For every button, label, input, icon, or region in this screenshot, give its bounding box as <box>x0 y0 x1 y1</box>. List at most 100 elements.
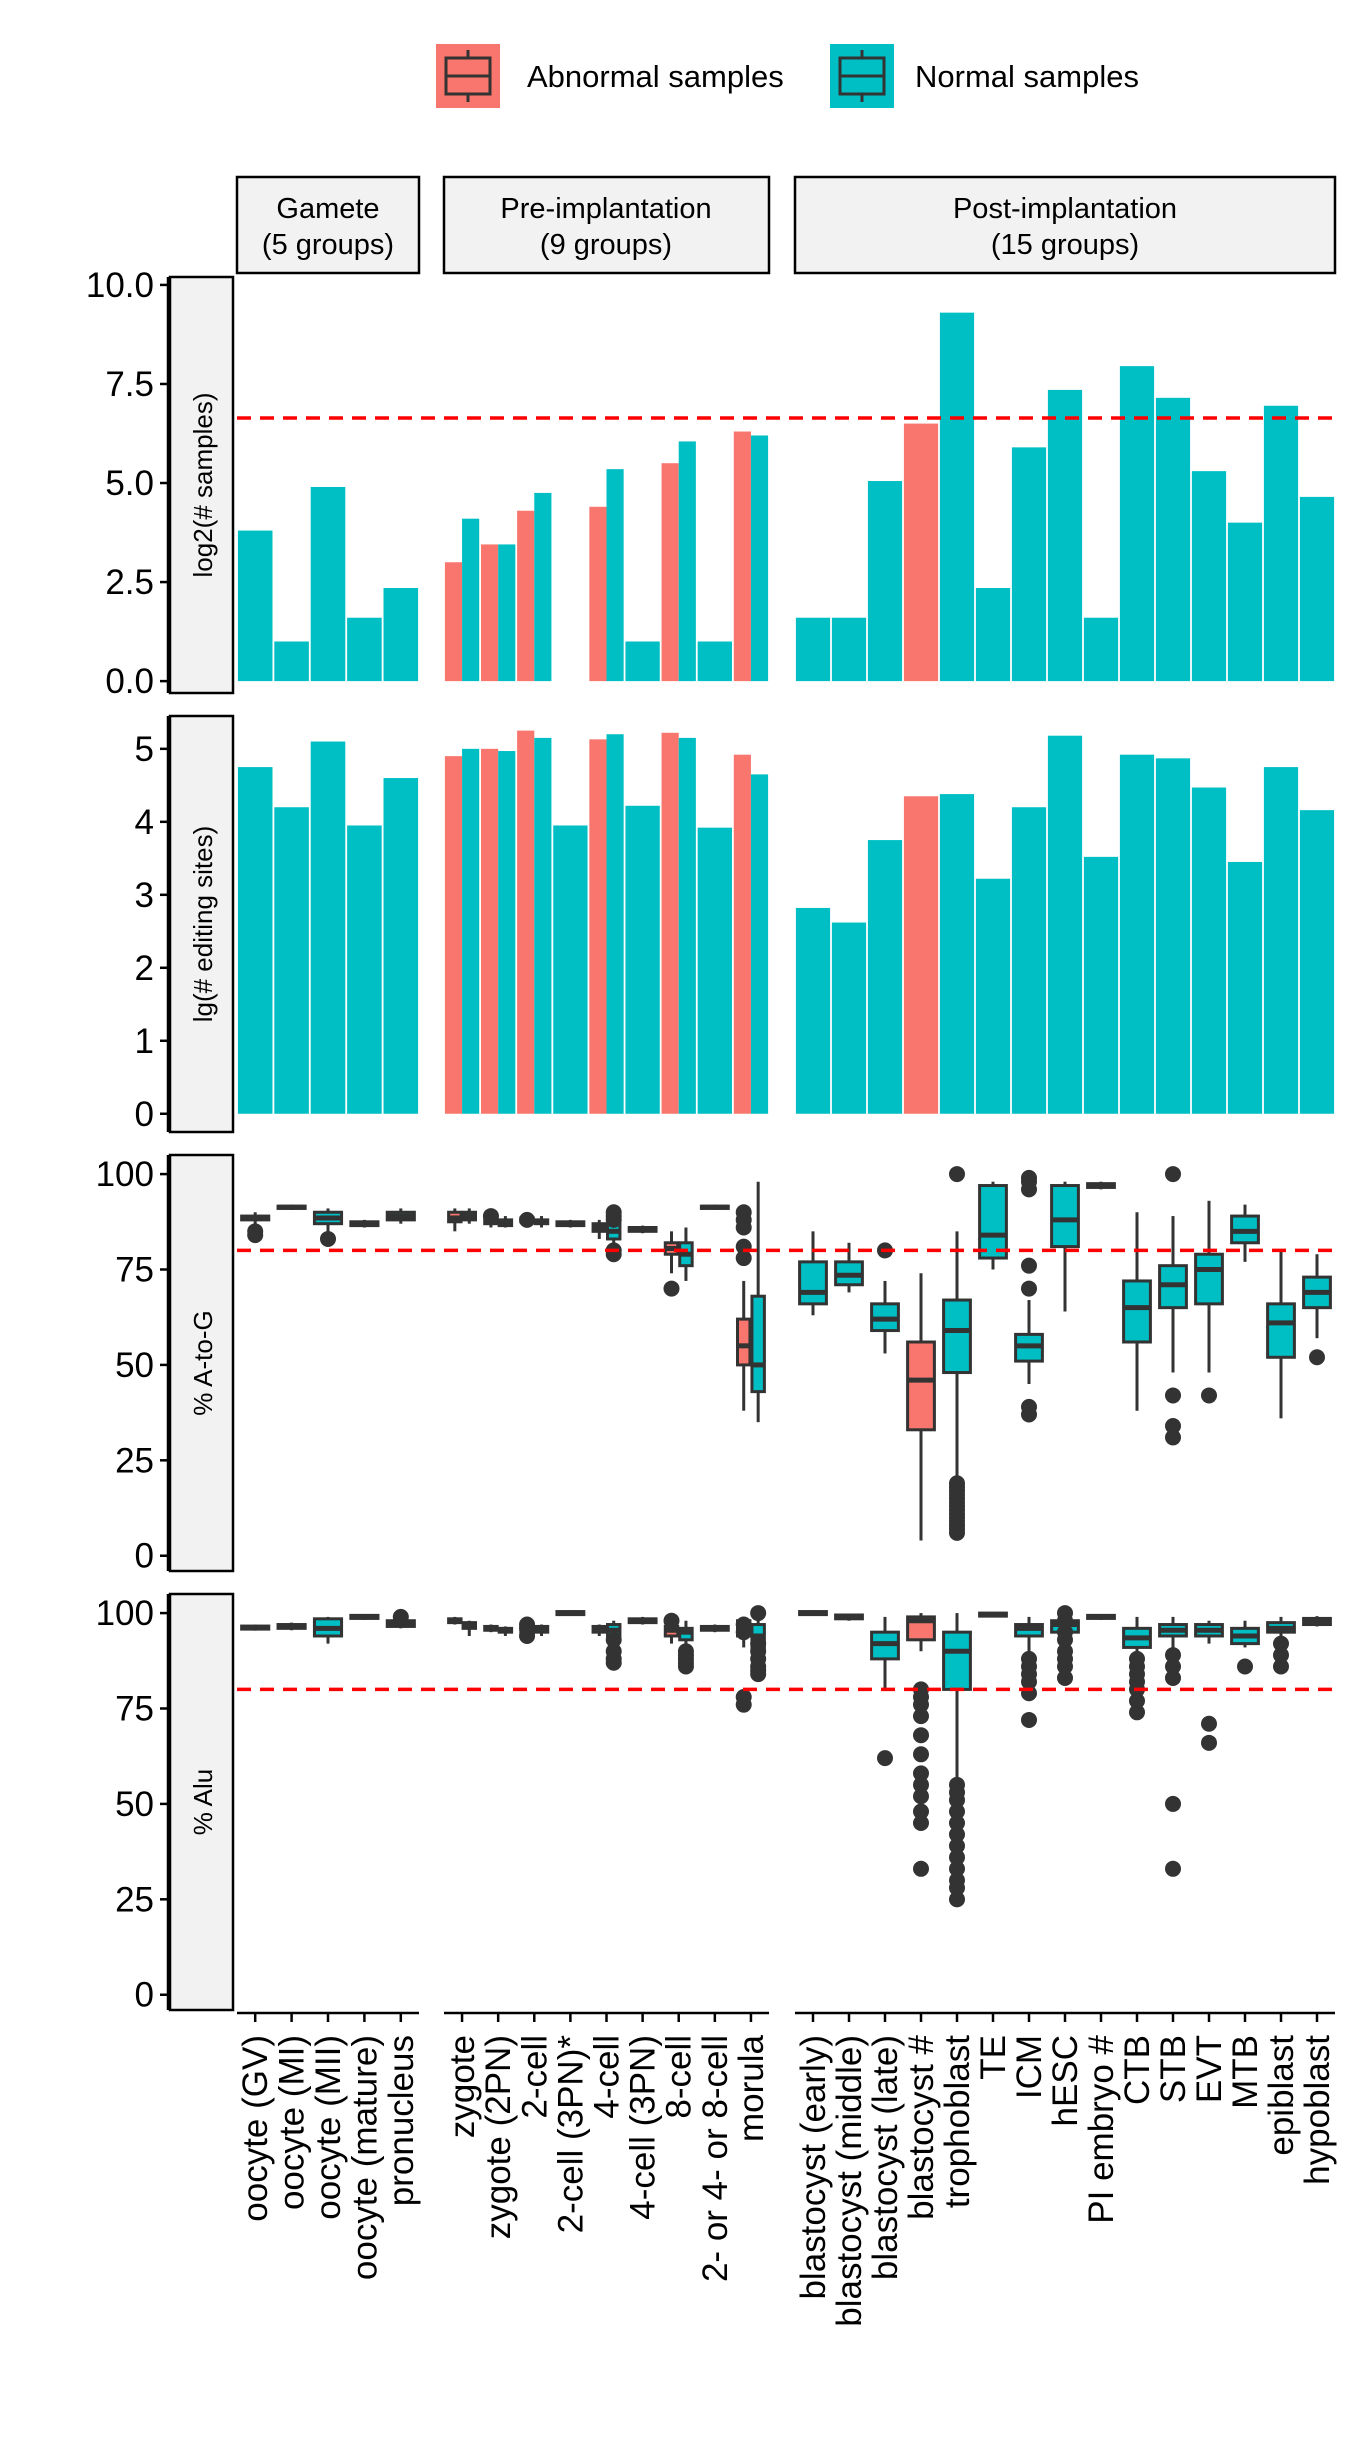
outlier-point <box>1129 1704 1145 1721</box>
box-iqr <box>1050 1184 1080 1249</box>
y-tick-label: 0 <box>135 1537 154 1576</box>
bar-normal <box>1227 522 1263 682</box>
box-normal <box>834 1242 864 1293</box>
outlier-point <box>1165 1387 1181 1404</box>
outlier-point <box>1057 1605 1073 1622</box>
x-tick-label: hESC <box>1046 2035 1085 2126</box>
outlier-point <box>1165 1658 1181 1675</box>
box-normal <box>870 1616 900 1767</box>
box-normal <box>555 1610 586 1617</box>
bar-normal <box>867 481 903 682</box>
bar-abnormal <box>661 732 679 1114</box>
facet-title-pre-implantation: Pre-implantation <box>500 193 711 225</box>
bar-abnormal <box>903 796 939 1114</box>
outlier-point <box>663 1612 680 1629</box>
y-tick-label: 2 <box>135 949 154 988</box>
x-tick-label: 2- or 4- or 8-cell <box>696 2035 735 2282</box>
panel-a-to-g: 0 25 50 75 100 <box>96 1155 1335 1576</box>
outlier-point <box>1057 1669 1073 1686</box>
box-normal <box>978 1611 1008 1618</box>
legend-key-abnormal-box <box>444 50 492 102</box>
bar-abnormal <box>661 463 679 682</box>
legend-label-abnormal: Abnormal samples <box>527 59 784 94</box>
y-tick-label: 0 <box>135 1095 154 1134</box>
box-normal <box>349 1219 380 1228</box>
outlier-point <box>913 1803 929 1820</box>
outlier-point <box>605 1643 622 1660</box>
y-tick-label: 3 <box>135 876 154 915</box>
outlier-point <box>1165 1647 1181 1664</box>
y-tick-label: 25 <box>115 1441 154 1480</box>
outlier-point <box>913 1860 929 1877</box>
outlier-point <box>519 1211 536 1228</box>
box-normal <box>1014 1616 1044 1728</box>
box-iqr <box>978 1184 1008 1260</box>
outlier-point <box>663 1280 680 1297</box>
outlier-point <box>949 1475 965 1492</box>
box-normal <box>677 1620 694 1675</box>
legend-label-normal: Normal samples <box>915 59 1139 94</box>
bar-abnormal <box>481 748 499 1114</box>
facet-title-gamete: Gamete <box>276 193 379 225</box>
x-tick-label: blastocyst # <box>902 2034 941 2219</box>
box-normal <box>678 1227 694 1281</box>
bar-normal <box>867 840 903 1114</box>
bar-normal <box>383 588 419 682</box>
ylabel-a-to-g: % A-to-G <box>188 1310 218 1415</box>
box-normal <box>533 1624 550 1636</box>
y-tick-label: 5.0 <box>105 464 154 503</box>
outlier-point <box>1021 1398 1037 1415</box>
box-abnormal <box>447 1616 463 1625</box>
bar-abnormal <box>903 423 939 682</box>
box-abnormal <box>735 1204 752 1411</box>
bar-normal <box>975 588 1011 682</box>
panel-alu: 0 25 50 75 100 <box>96 1594 1335 2015</box>
bar-abnormal <box>444 756 463 1114</box>
panel-samples: 0.0 2.5 5.0 7.5 10.0 <box>86 266 1335 701</box>
outlier-point <box>877 1750 893 1767</box>
facet-subtitle-pre-implantation: (9 groups) <box>540 229 672 261</box>
y-tick-label: 75 <box>115 1250 154 1289</box>
bar-normal <box>1083 617 1119 682</box>
bar-normal <box>534 492 552 682</box>
bar-abnormal <box>733 431 751 682</box>
panel-editing-sites: 0 1 2 3 4 5 <box>135 716 1335 1134</box>
bar-normal <box>678 441 696 682</box>
bar-normal <box>606 469 624 682</box>
box-normal <box>1086 1181 1116 1190</box>
box-iqr <box>1194 1252 1224 1306</box>
box-normal <box>497 1626 514 1636</box>
outlier-point <box>949 1803 965 1820</box>
bar-normal <box>795 907 831 1114</box>
bar-normal <box>678 737 696 1114</box>
x-tick-label: EVT <box>1190 2035 1229 2103</box>
y-tick-label: 1 <box>135 1022 154 1061</box>
outlier-point <box>1057 1643 1073 1660</box>
bar-normal <box>553 825 588 1114</box>
box-normal <box>978 1181 1008 1270</box>
bar-normal <box>274 807 309 1114</box>
outlier-point <box>1129 1692 1145 1709</box>
bar-abnormal <box>589 506 607 682</box>
box-normal <box>1302 1254 1332 1366</box>
box-abnormal <box>591 1219 607 1239</box>
x-tick-label: blastocyst (early) <box>794 2035 833 2300</box>
y-tick-label: 100 <box>96 1155 154 1194</box>
box-normal <box>627 1616 658 1625</box>
outlier-point <box>677 1643 694 1660</box>
x-axis: oocyte (GV)oocyte (MI)oocyte (MII)oocyte… <box>236 2011 1337 2327</box>
bar-normal <box>975 878 1011 1114</box>
x-tick-label: CTB <box>1118 2035 1157 2105</box>
bar-normal <box>1119 754 1155 1114</box>
bar-normal <box>274 641 309 682</box>
row-strip-editing-sites: lg(# editing sites) <box>168 714 235 1134</box>
box-normal <box>240 1212 271 1244</box>
outlier-point <box>949 1826 965 1843</box>
outlier-point <box>1309 1349 1325 1366</box>
x-tick-label: oocyte (MI) <box>273 2035 312 2210</box>
bar-normal <box>606 734 624 1114</box>
legend-key-normal-box <box>838 50 886 102</box>
facet-subtitle-post-implantation: (15 groups) <box>991 229 1139 261</box>
box-normal <box>1266 1616 1296 1675</box>
